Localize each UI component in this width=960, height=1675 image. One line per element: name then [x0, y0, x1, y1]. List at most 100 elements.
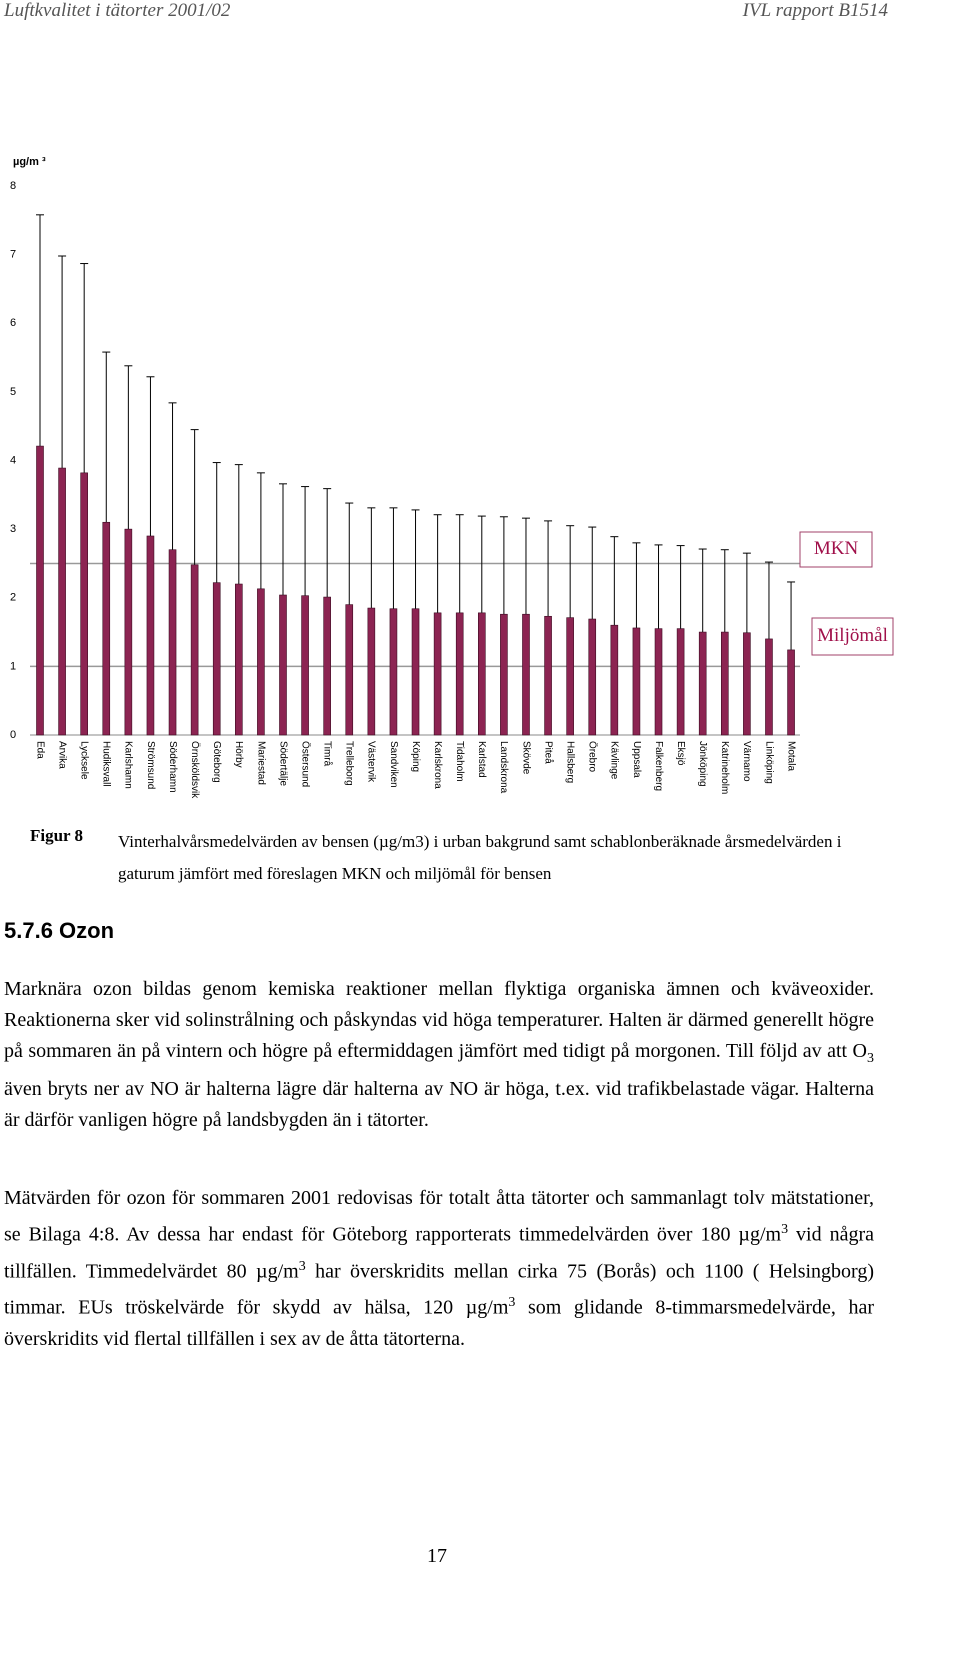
paragraph: Marknära ozon bildas genom kemiska reakt…: [4, 974, 874, 1136]
bar: [544, 615, 552, 736]
x-tick-label: Piteå: [542, 741, 554, 764]
superscript: 3: [781, 1222, 789, 1237]
x-tick-label: Skövde: [520, 741, 531, 775]
reference-label-box: [799, 531, 873, 568]
x-tick-label: Katrineholm: [719, 741, 730, 794]
x-tick-label: Söderhamn: [167, 741, 178, 793]
caption-text: Vinterhalvårsmedelvärden av bensen (µg/m…: [118, 832, 842, 883]
x-tick-label: Trelleborg: [344, 741, 355, 786]
bar: [720, 631, 729, 736]
reference-label: MKN: [814, 538, 859, 559]
bar: [588, 618, 597, 736]
x-tick-label: Mariestad: [255, 741, 266, 785]
bar: [102, 521, 111, 736]
bar: [787, 649, 795, 736]
x-tick-label: Köping: [410, 741, 421, 772]
bar: [345, 604, 354, 736]
text-run: har över­skridits mellan cirka 75 (Borås…: [4, 1260, 874, 1319]
x-tick-label: Sandviken: [388, 741, 399, 788]
bar: [168, 549, 177, 736]
subscript: 3: [867, 1051, 874, 1066]
text-run: som glidande 8-timmarsmedelvärde, har öv…: [4, 1296, 875, 1350]
x-tick-label: Värnamo: [741, 741, 752, 782]
bar: [323, 596, 331, 736]
bar: [190, 564, 199, 736]
x-tick-label: Arvika: [56, 741, 67, 769]
x-tick-label: Hallsberg: [565, 741, 576, 783]
superscript: 3: [508, 1295, 516, 1311]
bar: [522, 613, 530, 736]
bar: [80, 472, 88, 736]
y-tick-label: 7: [10, 249, 16, 261]
x-tick-label: Linköping: [763, 741, 774, 784]
bar: [610, 624, 619, 736]
x-tick-label: Karlstad: [476, 741, 487, 778]
x-tick-label: Eda: [34, 741, 45, 759]
bar: [765, 638, 773, 736]
bar: [698, 631, 707, 736]
bar: [257, 588, 265, 736]
bar: [676, 628, 685, 736]
bar: [433, 612, 442, 736]
x-tick-label: Falkenberg: [653, 741, 664, 791]
bar: [124, 528, 133, 736]
y-tick-label: 6: [10, 317, 16, 329]
x-tick-label: Västervik: [366, 741, 377, 783]
reference-label-box: [811, 617, 894, 656]
bar: [632, 627, 641, 736]
y-axis-label: µg/m ³: [13, 156, 46, 168]
bar: [743, 632, 751, 736]
header-left: Luftkvalitet i tätorter 2001/02: [4, 0, 231, 21]
bar: [455, 612, 464, 736]
x-tick-label: Motala: [785, 741, 796, 771]
bar: [654, 628, 663, 736]
chart: µg/m ³ 0 1 2 3 4 5 6 7 8 MKN Miljömål Eda Arvika Lyck…: [10, 156, 894, 799]
bar: [411, 608, 420, 736]
x-tick-label: Landskrona: [498, 741, 509, 794]
paragraph: Mätvärden för ozon för sommaren 2001 red…: [4, 1183, 874, 1355]
x-tick-label: Örnsköldsvik: [189, 741, 201, 799]
superscript: 3: [298, 1258, 306, 1274]
bar: [58, 467, 66, 736]
bar: [389, 608, 398, 736]
x-tick-label: Eksjö: [675, 741, 686, 766]
header-right: IVL rapport B1514: [742, 0, 888, 21]
x-tick-label: Södertälje: [277, 741, 288, 786]
x-tick-label: Kävlinge: [609, 741, 620, 780]
x-tick-label: Göteborg: [211, 741, 222, 783]
caption-label: Figur 8: [30, 826, 84, 845]
x-tick-label: Östersund: [299, 741, 311, 787]
y-tick-label: 2: [10, 592, 16, 604]
x-tick-label: Örebro: [587, 741, 599, 773]
bar: [146, 535, 155, 736]
x-tick-label: Karlskrona: [432, 741, 443, 789]
bar: [500, 613, 508, 736]
x-tick-label: Lycksele: [79, 741, 90, 780]
y-tick-label: 1: [10, 660, 16, 672]
y-tick-label: 0: [10, 729, 16, 741]
section-heading: 5.7.6 Ozon: [4, 918, 115, 943]
x-tick-label: Karlshamn: [123, 741, 134, 789]
x-tick-label: Tidaholm: [454, 741, 465, 782]
text-run: även bryts ner av NO är hal­terna lägre …: [4, 1078, 874, 1131]
text-run: vid några tillfällen. Timmedelvärdet 80 …: [4, 1223, 874, 1283]
page-number: 17: [427, 1545, 447, 1567]
y-tick-label: 5: [10, 386, 16, 398]
bar: [367, 607, 376, 736]
bar: [235, 583, 243, 736]
bar: [212, 582, 221, 736]
reference-label: Miljömål: [817, 625, 888, 646]
bar: [36, 445, 44, 736]
bar: [477, 612, 486, 736]
bar: [301, 595, 309, 736]
text-run: Mätvärden för ozon för sommaren 2001 red…: [4, 1187, 874, 1246]
bar: [279, 594, 287, 736]
text-run: Marknära ozon bildas genom kemiska reakt…: [4, 978, 874, 1062]
y-tick-label: 8: [10, 180, 16, 192]
x-tick-label: Strömsund: [145, 741, 156, 789]
x-tick-label: Hudiksvall: [101, 741, 112, 787]
x-tick-label: Jönköping: [697, 741, 708, 787]
x-tick-label: Timrå: [322, 741, 334, 767]
y-tick-label: 4: [10, 454, 16, 466]
